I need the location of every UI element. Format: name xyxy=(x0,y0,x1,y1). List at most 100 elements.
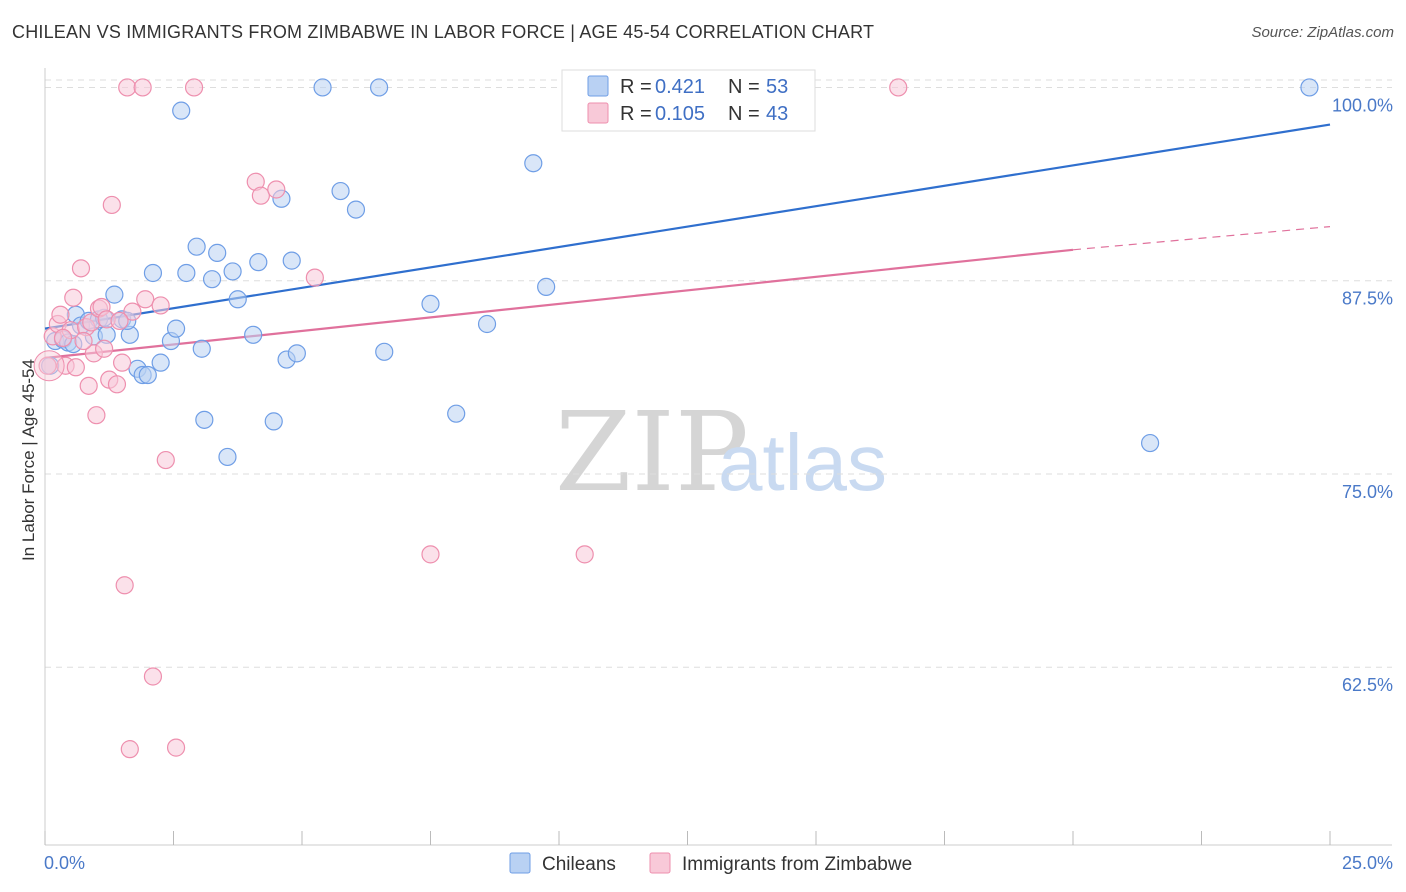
data-point-pink xyxy=(151,296,170,315)
data-point-pink xyxy=(112,353,132,372)
data-point-pink xyxy=(66,358,85,377)
data-point-pink xyxy=(421,545,440,564)
legend-swatch-chileans xyxy=(587,75,609,97)
data-point-blue xyxy=(218,447,237,467)
data-point-blue xyxy=(537,277,556,296)
y-tick-label: 87.5% xyxy=(1342,289,1393,309)
data-point-pink xyxy=(64,288,83,307)
watermark-zip: ZIP xyxy=(555,388,749,516)
data-point-blue xyxy=(1300,78,1319,97)
data-point-pink xyxy=(136,290,155,309)
data-point-pink xyxy=(156,450,175,470)
data-point-pink xyxy=(575,545,594,564)
data-point-blue xyxy=(192,339,211,358)
data-point-blue xyxy=(282,251,301,270)
legend-r-label: R = xyxy=(620,76,652,98)
data-point-blue xyxy=(244,325,263,344)
data-point-pink xyxy=(95,339,114,358)
axes xyxy=(44,68,1392,846)
data-point-pink xyxy=(133,78,152,97)
data-point-blue xyxy=(172,101,191,120)
y-tick-label: 62.5% xyxy=(1342,675,1393,695)
chart-title: CHILEAN VS IMMIGRANTS FROM ZIMBABWE IN L… xyxy=(12,22,875,42)
trend-line-blue xyxy=(44,123,1331,330)
data-point-blue xyxy=(421,294,440,313)
data-point-pink xyxy=(184,78,204,97)
y-tick-label: 100.0% xyxy=(1332,95,1393,115)
data-point-blue xyxy=(143,263,163,283)
data-point-blue xyxy=(195,410,214,429)
data-point-blue xyxy=(1140,433,1160,453)
data-point-blue xyxy=(524,154,543,173)
data-point-blue xyxy=(105,285,124,304)
data-point-blue xyxy=(208,243,227,262)
y-tick-label: 75.0% xyxy=(1342,482,1393,502)
data-point-blue xyxy=(177,263,196,283)
data-point-blue xyxy=(223,262,242,281)
data-point-pink xyxy=(143,667,163,686)
trend-line-dashed-pink xyxy=(1072,226,1331,251)
data-point-pink xyxy=(305,268,324,287)
data-point-pink xyxy=(79,376,98,395)
data-point-blue xyxy=(287,344,306,363)
data-point-blue xyxy=(187,237,206,256)
data-point-pink xyxy=(115,576,134,595)
tick-labels: 62.5% 75.0% 87.5% 100.0% 0.0% 25.0% xyxy=(44,95,1393,873)
data-point-blue xyxy=(202,270,222,289)
legend-r-label: R = xyxy=(620,103,652,125)
data-point-blue xyxy=(447,404,466,423)
data-point-pink xyxy=(38,356,57,375)
data-point-pink xyxy=(51,305,70,324)
data-point-blue xyxy=(138,365,157,385)
data-point-blue xyxy=(264,412,283,431)
data-point-blue xyxy=(477,314,497,334)
data-point-pink xyxy=(102,195,121,215)
data-point-blue xyxy=(249,253,268,272)
bottom-legend-label-chileans: Chileans xyxy=(542,854,616,875)
watermark: ZIP atlas xyxy=(555,388,887,516)
data-point-pink xyxy=(74,331,93,351)
data-point-blue xyxy=(370,78,389,97)
data-point-blue xyxy=(228,290,247,309)
data-point-blue xyxy=(313,78,332,97)
data-point-pink xyxy=(120,740,139,759)
data-point-blue xyxy=(331,181,350,201)
legend-n-label: N = xyxy=(728,103,760,125)
grid xyxy=(45,79,1392,668)
x-tick-label: 0.0% xyxy=(44,853,85,873)
data-point-blue xyxy=(166,319,186,338)
data-point-pink xyxy=(123,302,142,321)
bottom-legend: Chileans Immigrants from Zimbabwe xyxy=(509,852,912,875)
data-point-pink xyxy=(251,186,270,205)
source-label: Source: ZipAtlas.com xyxy=(1251,24,1394,41)
data-point-pink xyxy=(889,78,908,97)
data-point-pink xyxy=(107,375,127,394)
data-point-cluster xyxy=(33,350,65,382)
data-point-pink xyxy=(71,259,91,278)
legend-n-label: N = xyxy=(728,76,760,98)
data-point-blue xyxy=(375,342,394,361)
data-point-pink xyxy=(87,406,106,425)
trend-lines xyxy=(44,123,1331,360)
legend-r-value: 0.105 xyxy=(655,103,705,125)
y-axis-label: In Labor Force | Age 45-54 xyxy=(19,359,38,561)
data-point-blue xyxy=(346,200,366,219)
data-point-pink xyxy=(118,78,137,97)
data-point-pink xyxy=(110,311,129,331)
bottom-legend-swatch-zimbabwe xyxy=(649,852,671,874)
bottom-legend-swatch-chileans xyxy=(509,852,531,874)
trend-line-pink xyxy=(44,248,1074,360)
data-point-pink xyxy=(166,738,186,757)
data-points xyxy=(33,78,1319,759)
data-point-blue xyxy=(151,353,170,372)
data-point-pink xyxy=(53,328,73,348)
legend-swatch-zimbabwe xyxy=(587,102,609,124)
legend: R = 0.421 N = 53 R = 0.105 N = 43 xyxy=(561,69,816,132)
x-tick-label: 25.0% xyxy=(1342,853,1393,873)
legend-n-value: 43 xyxy=(766,103,788,125)
legend-n-value: 53 xyxy=(766,76,788,98)
data-point-pink xyxy=(267,180,286,199)
legend-r-value: 0.421 xyxy=(655,76,705,98)
watermark-atlas: atlas xyxy=(718,418,887,507)
